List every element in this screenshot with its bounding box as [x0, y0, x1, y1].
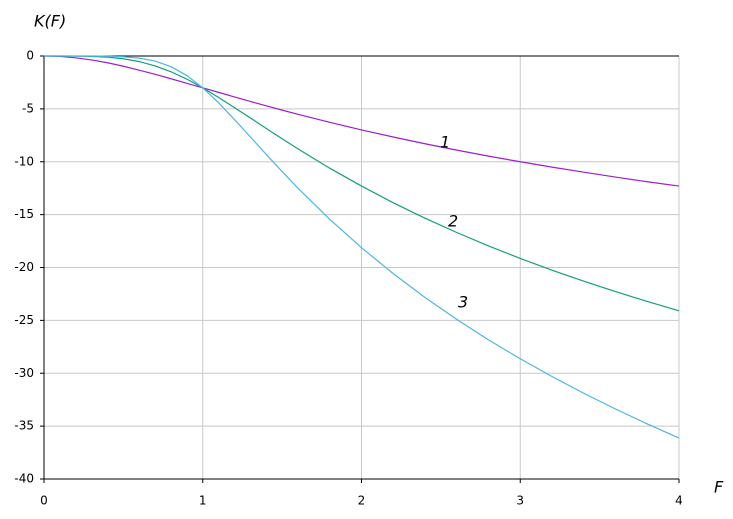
x-tick-label: 0	[40, 494, 48, 508]
series-label: 1	[440, 133, 450, 152]
x-tick-label: 4	[675, 494, 683, 508]
y-tick-label: -15	[14, 207, 34, 221]
y-axis-label: K(F)	[34, 12, 66, 31]
series-line	[44, 55, 680, 312]
series-line	[43, 55, 680, 187]
series-line	[44, 55, 680, 439]
x-axis-label: F	[714, 478, 724, 497]
series-label: 3	[458, 293, 468, 312]
x-tick-label: 1	[199, 494, 207, 508]
x-tick-label: 2	[358, 494, 366, 508]
y-tick-label: -25	[14, 313, 34, 327]
y-tick-label: -20	[14, 260, 34, 274]
y-tick-label: -10	[14, 154, 34, 168]
y-tick-label: 0	[26, 49, 34, 63]
y-tick-label: -35	[14, 419, 34, 433]
y-tick-label: -40	[14, 472, 34, 486]
x-tick-label: 3	[516, 494, 524, 508]
y-tick-label: -30	[14, 366, 34, 380]
series-label: 2	[448, 212, 458, 231]
y-tick-label: -5	[22, 101, 34, 115]
